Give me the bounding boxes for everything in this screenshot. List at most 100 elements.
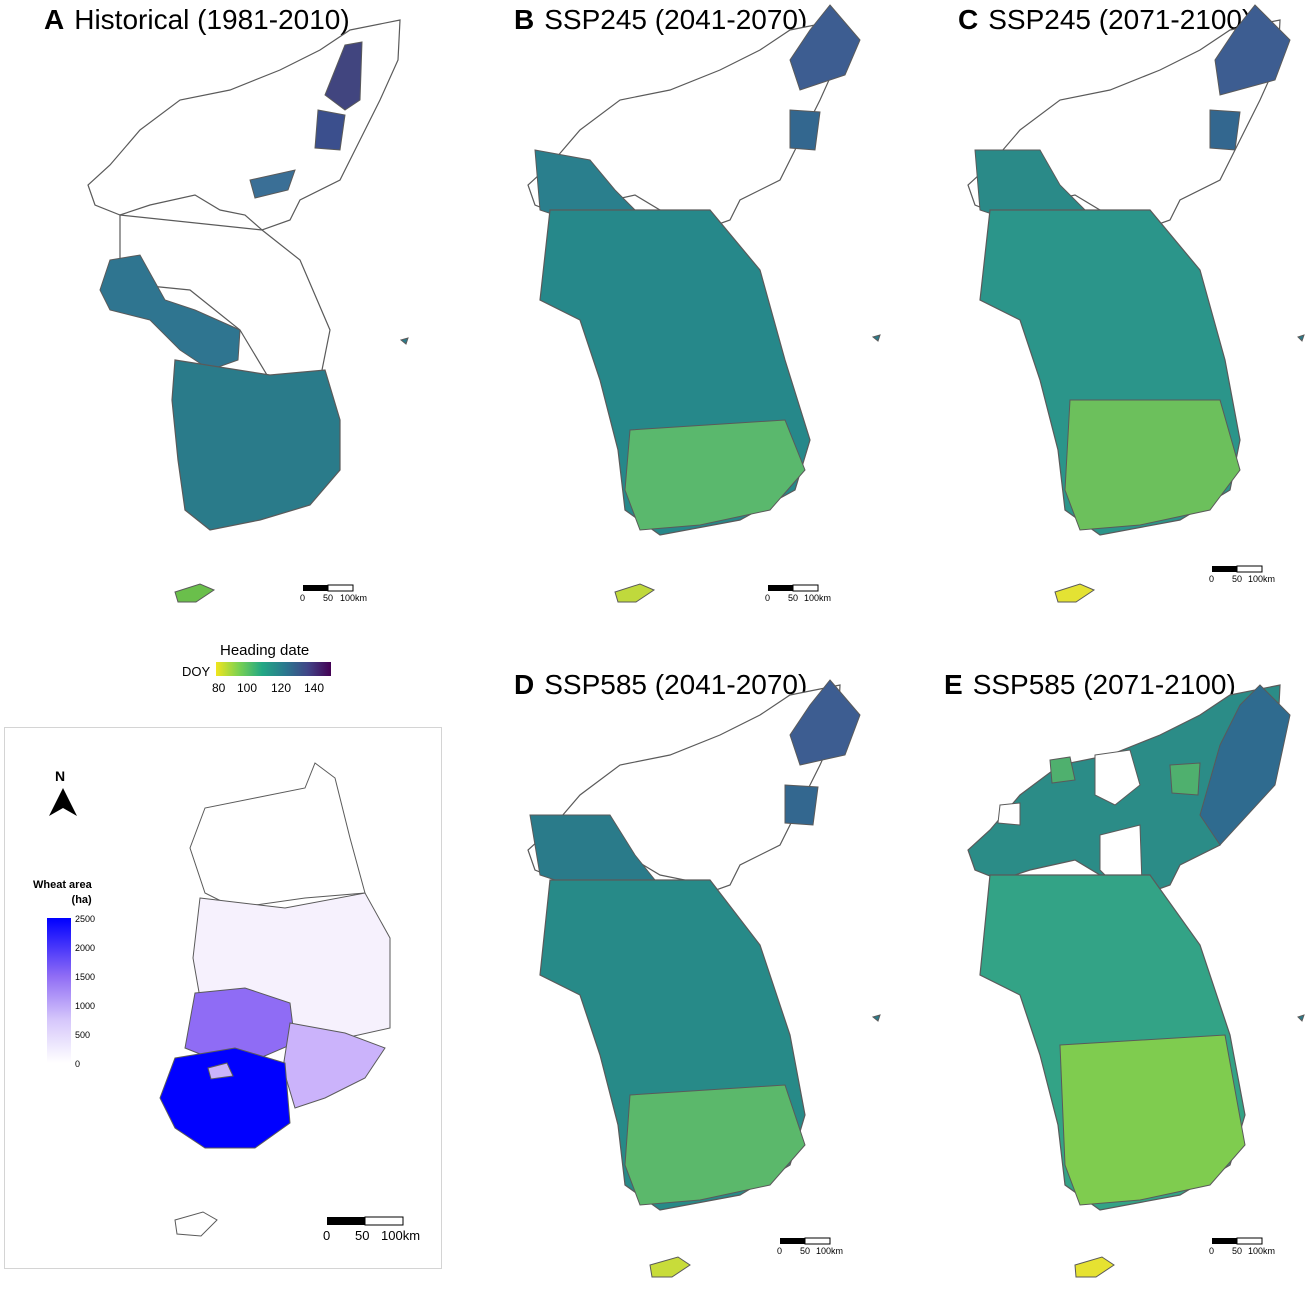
- wheat-tick-2000: 2000: [75, 943, 96, 953]
- panel-letter: C: [958, 4, 979, 35]
- west-coast: [99, 254, 241, 371]
- scale-label-0: 0: [765, 593, 771, 603]
- korea-map-b: [527, 4, 881, 603]
- scale-label-100: 100km: [1248, 574, 1276, 584]
- scale-label-0: 0: [300, 593, 306, 603]
- panel-letter: A: [44, 4, 65, 35]
- korea-map-c: [967, 4, 1305, 603]
- jeju: [614, 583, 656, 603]
- panel-d: D SSP585 (2041-2070) 0 50 100km: [440, 665, 881, 1291]
- north-korea-region: [87, 19, 401, 231]
- panel-b: B SSP245 (2041-2070) 0 50 100km: [440, 0, 881, 620]
- scale-bar-d: [780, 1237, 831, 1245]
- scale-label-50: 50: [1232, 1246, 1243, 1256]
- inset-scale-0: 0: [323, 1228, 331, 1243]
- scale-bar-e: [1212, 1237, 1263, 1245]
- inset-west-mid: [184, 987, 296, 1059]
- southeast-green: [624, 1084, 806, 1206]
- scale-label-0: 0: [1209, 1246, 1215, 1256]
- scale-label-100: 100km: [340, 593, 368, 603]
- korea-map-a: [87, 19, 409, 603]
- scale-label-50: 50: [800, 1246, 811, 1256]
- wheat-area-inset: N Wheat area (ha) 2500 2000 1500: [4, 727, 442, 1269]
- dokdo: [1297, 334, 1305, 342]
- wheat-tick-0: 0: [75, 1059, 81, 1069]
- legend-tick-140: 140: [304, 681, 325, 695]
- panel-c: C SSP245 (2071-2100) 0 50 100km: [880, 0, 1306, 620]
- dokdo: [1297, 1014, 1305, 1022]
- legend-title: Heading date: [220, 642, 310, 659]
- legend-tick-100: 100: [237, 681, 258, 695]
- scale-label-50: 50: [323, 593, 334, 603]
- legend-tick-120: 120: [271, 681, 292, 695]
- korea-map-d: [527, 679, 881, 1278]
- scale-bar-b: [768, 584, 819, 592]
- inset-southwest-max: [159, 1047, 291, 1149]
- northeast-strip-2: [314, 109, 346, 151]
- jeju: [1054, 583, 1096, 603]
- scale-label-100: 100km: [1248, 1246, 1276, 1256]
- legend-color-bar: [216, 662, 331, 676]
- north-green-1: [1049, 756, 1076, 784]
- inset-hole: [207, 1062, 234, 1080]
- wheat-legend-title-2: (ha): [71, 894, 92, 906]
- panel-e-title: E SSP585 (2071-2100): [944, 669, 1236, 701]
- inset-southeast-low: [282, 1022, 386, 1109]
- panel-a-title: A Historical (1981-2010): [44, 4, 350, 36]
- scale-bar-a: [303, 584, 354, 592]
- heading-date-legend: Heading date DOY 80 100 120 140: [170, 638, 370, 698]
- inset-north-white: [189, 762, 366, 909]
- northeast-strip-2: [1209, 109, 1241, 151]
- panel-title-text: SSP585 (2071-2100): [972, 669, 1236, 700]
- panel-letter: D: [514, 669, 535, 700]
- wheat-colorbar: [47, 918, 71, 1063]
- north-label: N: [55, 768, 66, 784]
- southeast-green: [1064, 399, 1241, 531]
- dokdo: [399, 337, 409, 345]
- inset-jeju: [174, 1211, 218, 1237]
- north-green-2: [1169, 762, 1201, 796]
- panel-a: A Historical (1981-2010) 0 50 100km: [0, 0, 440, 620]
- jeju: [649, 1256, 691, 1278]
- wheat-legend-title-1: Wheat area: [33, 879, 92, 891]
- wheat-tick-1500: 1500: [75, 972, 96, 982]
- inset-scale-100: 100km: [381, 1228, 421, 1243]
- dokdo: [871, 1014, 881, 1022]
- legend-unit: DOY: [182, 664, 211, 679]
- southeast-green: [1059, 1034, 1246, 1206]
- korea-map-e: [967, 684, 1305, 1278]
- panel-letter: E: [944, 669, 963, 700]
- scale-label-0: 0: [777, 1246, 783, 1256]
- northeast-strip: [1214, 4, 1291, 96]
- panel-title-text: Historical (1981-2010): [74, 4, 350, 35]
- wheat-tick-2500: 2500: [75, 914, 96, 924]
- northeast-coast: [249, 169, 296, 199]
- panel-e: E SSP585 (2071-2100) 0 50 100km: [880, 665, 1306, 1291]
- inset-scale-bar: [327, 1216, 404, 1226]
- northeast-strip-2: [784, 784, 819, 826]
- panel-title-text: SSP585 (2041-2070): [544, 669, 808, 700]
- northeast-strip-2: [789, 109, 821, 151]
- northeast-strip: [324, 41, 363, 111]
- northeast-strip: [1199, 684, 1291, 846]
- panel-c-title: C SSP245 (2071-2100): [958, 4, 1251, 36]
- scale-label-50: 50: [1232, 574, 1243, 584]
- inset-scale-50: 50: [355, 1228, 370, 1243]
- northeast-strip: [789, 4, 861, 91]
- northeast-strip: [789, 679, 861, 766]
- scale-bar-c: [1212, 565, 1263, 573]
- panel-letter: B: [514, 4, 535, 35]
- inset-map: [47, 762, 404, 1237]
- panel-title-text: SSP245 (2071-2100): [988, 4, 1252, 35]
- north-white-3: [997, 802, 1021, 826]
- north-arrow-icon: [49, 788, 77, 816]
- scale-label-100: 100km: [816, 1246, 844, 1256]
- south-main: [171, 359, 341, 531]
- panel-title-text: SSP245 (2041-2070): [544, 4, 808, 35]
- scale-label-50: 50: [788, 593, 799, 603]
- legend-tick-80: 80: [212, 681, 226, 695]
- southeast-green: [624, 419, 806, 531]
- north-white-1: [1094, 749, 1141, 806]
- jeju: [174, 583, 216, 603]
- wheat-tick-500: 500: [75, 1030, 91, 1040]
